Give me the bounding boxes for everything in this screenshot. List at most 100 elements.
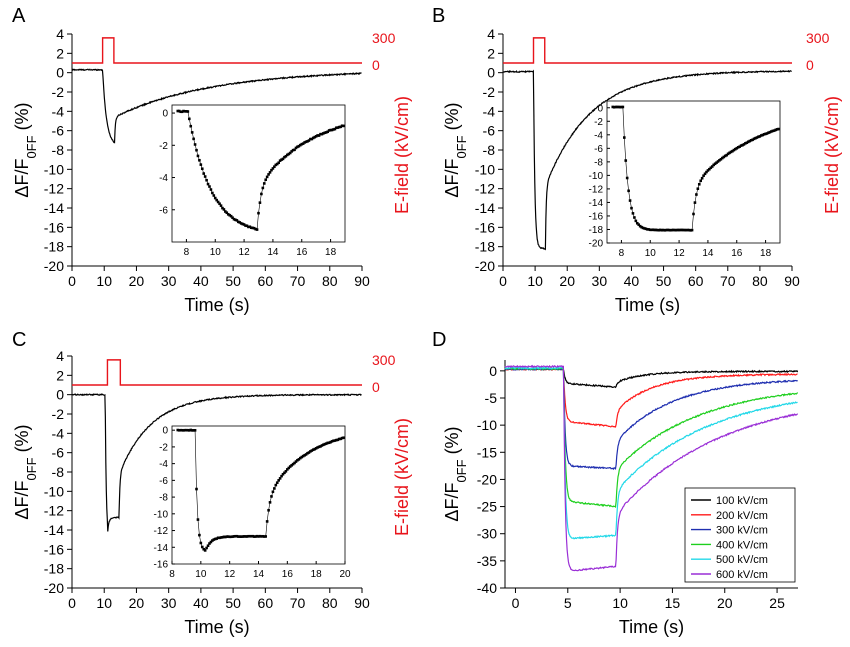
e-field-pulse xyxy=(503,37,792,64)
y-tick-label: -6 xyxy=(483,123,496,139)
x-tick-label: 60 xyxy=(258,595,274,611)
inset-y-tick-label: -12 xyxy=(589,184,604,195)
inset-y-tick-label: -4 xyxy=(594,130,603,141)
x-tick-label: 90 xyxy=(354,273,370,289)
y-tick-label: 0 xyxy=(487,65,495,81)
inset-y-tick-label: -2 xyxy=(594,117,603,128)
y-axis-label: ΔF/F0FF (%) xyxy=(442,426,469,521)
y-tick-label: -18 xyxy=(44,239,64,255)
legend-entry: 600 kV/cm xyxy=(716,569,768,581)
inset-x-tick-label: 18 xyxy=(760,248,772,259)
legend-entry: 100 kV/cm xyxy=(716,495,768,507)
x-tick-label: 70 xyxy=(290,273,306,289)
y-tick-label: -20 xyxy=(44,580,64,596)
panel-a: A0 10 20 30 40 50 60 70 80 90420-2-4-6-8-10-12-14… xyxy=(12,5,412,315)
legend-box xyxy=(684,487,796,583)
panel-label: D xyxy=(432,329,446,351)
inset-y-tick-label: -4 xyxy=(159,173,168,184)
y-tick-label: 2 xyxy=(56,367,64,383)
y-tick-label: -4 xyxy=(52,103,65,119)
e-field-pulse xyxy=(72,37,362,64)
y-tick-label: -10 xyxy=(44,483,64,499)
response-trace xyxy=(71,68,362,144)
right-tick-label: 300 xyxy=(372,352,396,368)
x-tick-label: 40 xyxy=(193,273,209,289)
x-tick-label: 0 xyxy=(512,595,520,611)
y-tick-label: -8 xyxy=(52,464,65,480)
y-tick-label: 4 xyxy=(56,348,64,364)
legend-entry: 500 kV/cm xyxy=(716,554,768,566)
inset-y-tick-label: -2 xyxy=(159,141,168,152)
inset-y-tick-label: -10 xyxy=(589,171,604,182)
y-tick-label: -16 xyxy=(475,219,495,235)
x-tick-label: 5 xyxy=(564,595,572,611)
x-tick-label: 50 xyxy=(225,595,241,611)
x-tick-label: 50 xyxy=(225,273,241,289)
inset-x-tick-label: 18 xyxy=(311,569,323,580)
x-tick-label: 80 xyxy=(752,273,768,289)
x-tick-label: 30 xyxy=(592,273,608,289)
inset-x-tick-label: 16 xyxy=(296,247,308,258)
x-tick-label: 90 xyxy=(784,273,800,289)
right-tick-label: 0 xyxy=(372,379,380,395)
x-tick-label: 10 xyxy=(527,273,543,289)
y-tick-label: -10 xyxy=(477,417,497,433)
inset-y-tick-label: -8 xyxy=(159,493,168,504)
right-tick-label: 0 xyxy=(806,57,814,73)
x-tick-label: 30 xyxy=(161,595,177,611)
x-tick-label: 40 xyxy=(624,273,640,289)
y-tick-label: -20 xyxy=(477,471,497,487)
y-tick-label: -8 xyxy=(483,142,496,158)
inset-y-tick-label: -16 xyxy=(154,560,169,571)
x-tick-label: 90 xyxy=(354,595,370,611)
y-tick-label: -20 xyxy=(44,258,64,274)
x-tick-label: 0 xyxy=(499,273,507,289)
legend-entry: 200 kV/cm xyxy=(716,510,768,522)
response-trace xyxy=(71,393,362,532)
panel-c: C0 10 20 30 40 50 60 70 80 90420-2-4-6-8-10-12-14… xyxy=(12,329,412,637)
y-tick-label: -2 xyxy=(52,84,65,100)
inset-y-tick-label: -6 xyxy=(159,205,168,216)
x-tick-label: 10 xyxy=(612,595,628,611)
x-tick-label: 20 xyxy=(559,273,575,289)
inset-y-tick-label: -6 xyxy=(159,476,168,487)
right-tick-label: 300 xyxy=(372,30,396,46)
inset-y-tick-label: -14 xyxy=(589,198,604,209)
x-tick-label: 40 xyxy=(193,595,209,611)
y-tick-label: 0 xyxy=(56,387,64,403)
y-tick-label: -14 xyxy=(44,200,64,216)
inset-plot: 8 10 12 14 16 18 20 0 -2 -4 -6 -8 -10 -12 -14 -16 xyxy=(154,425,351,580)
x-tick-label: 80 xyxy=(322,595,338,611)
x-axis-label: Time (s) xyxy=(615,295,680,315)
inset-x-tick-label: 8 xyxy=(619,248,625,259)
right-axis-label: E-field (kV/cm) xyxy=(392,418,412,536)
x-tick-label: 0 xyxy=(68,273,76,289)
inset-x-tick-label: 20 xyxy=(339,569,351,580)
legend: 100 kV/cm 200 kV/cm 300 kV/cm 400 kV/cm 500 … xyxy=(684,487,796,583)
inset-y-tick-label: 0 xyxy=(162,109,168,120)
inset-x-tick-label: 12 xyxy=(239,247,251,258)
panel-label: C xyxy=(12,329,26,351)
x-axis-label: Time (s) xyxy=(184,295,249,315)
e-field-pulse xyxy=(72,359,362,386)
x-tick-label: 60 xyxy=(688,273,704,289)
inset-frame xyxy=(606,100,781,244)
y-tick-label: -5 xyxy=(485,390,498,406)
legend-entry: 400 kV/cm xyxy=(716,539,768,551)
y-tick-label: -14 xyxy=(44,522,64,538)
y-tick-label: -16 xyxy=(44,219,64,235)
right-tick-label: 300 xyxy=(806,30,830,46)
inset-trace xyxy=(177,429,344,551)
y-tick-label: -25 xyxy=(477,499,497,515)
inset-x-tick-label: 10 xyxy=(645,248,657,259)
series-line xyxy=(504,366,799,508)
inset-x-tick-label: 12 xyxy=(224,569,236,580)
inset-trace xyxy=(612,106,779,231)
inset-x-tick-label: 18 xyxy=(325,247,337,258)
y-tick-label: 4 xyxy=(56,26,64,42)
inset-point xyxy=(176,109,180,113)
inset-y-tick-label: -12 xyxy=(154,526,169,537)
x-axis-label: Time (s) xyxy=(184,617,249,637)
panel-label: B xyxy=(432,5,445,27)
